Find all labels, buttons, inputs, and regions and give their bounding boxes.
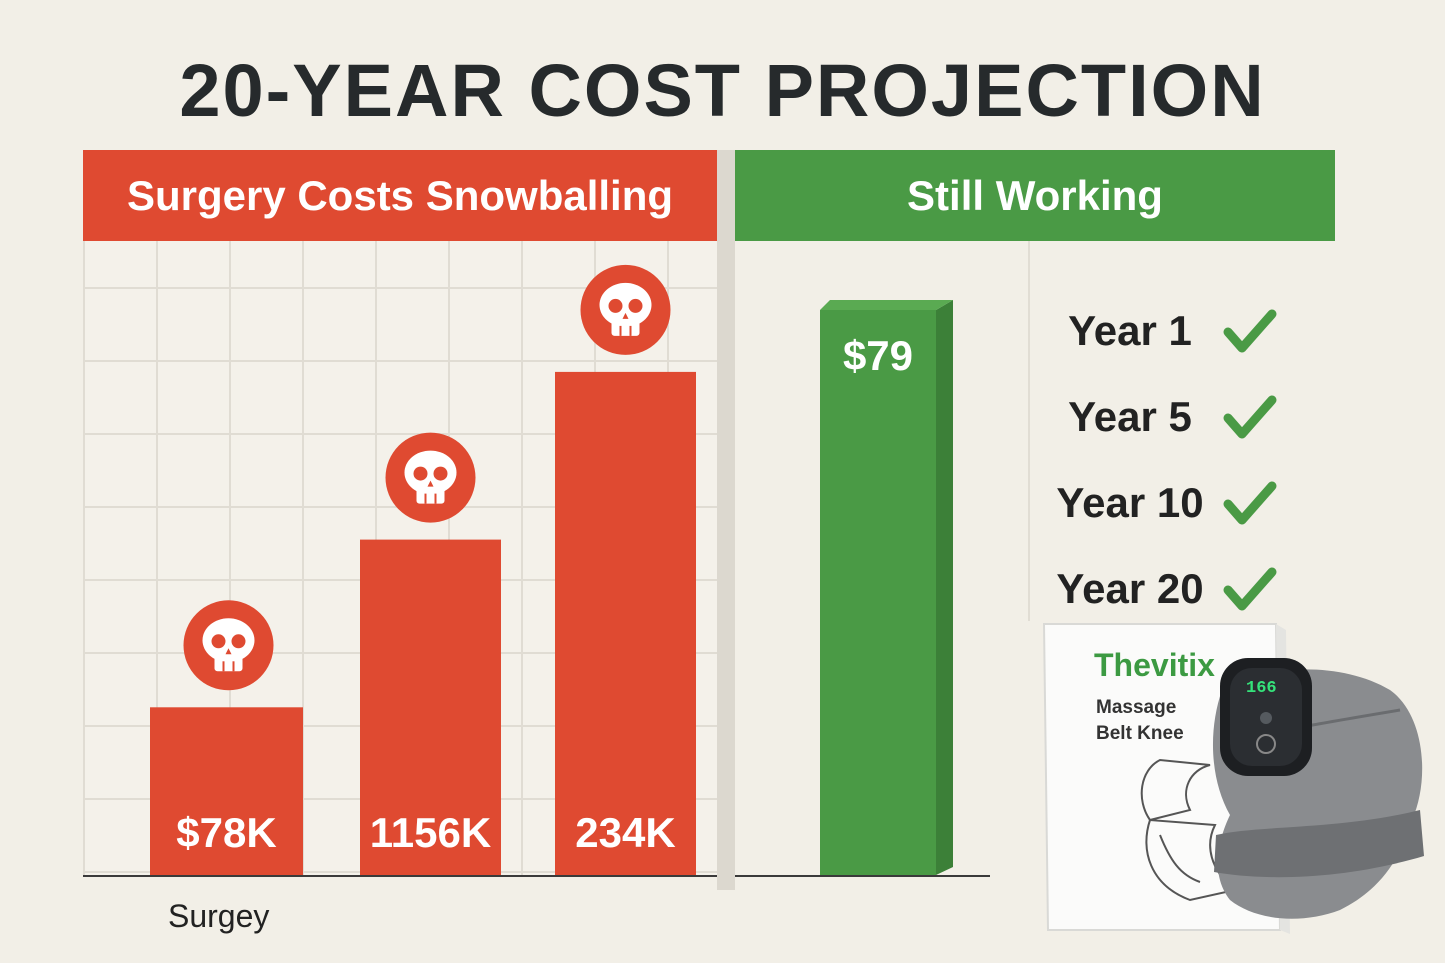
product-line1: Massage <box>1096 697 1176 718</box>
power-button-icon <box>1260 712 1272 724</box>
surgery-bar <box>555 371 696 875</box>
mode-button-icon <box>1256 734 1276 754</box>
skull-icon <box>385 432 476 523</box>
checklist-item: Year 20 <box>1040 546 1300 632</box>
checklist-year: Year 20 <box>1056 565 1204 612</box>
surgery-header: Surgery Costs Snowballing <box>83 150 717 241</box>
left-baseline <box>83 875 717 877</box>
brace-strap <box>1214 810 1424 878</box>
checklist-item: Year 1 <box>1040 288 1300 374</box>
checklist-year: Year 1 <box>1068 307 1192 354</box>
x-axis-label: Surgey <box>168 898 270 934</box>
brace-line-art <box>1140 758 1238 902</box>
product-brand: Thevitix <box>1094 647 1215 683</box>
product-image: Thevitix Massage Belt Knee 166 <box>1042 623 1424 934</box>
checklist-item: Year 5 <box>1040 374 1300 460</box>
surgery-bar <box>360 539 501 875</box>
right-panel-separator <box>1028 241 1030 621</box>
check-icon <box>1223 481 1277 525</box>
surgery-bar <box>150 707 303 875</box>
skull-icon <box>183 600 274 691</box>
bar-value-label: 234K <box>575 809 675 856</box>
right-baseline <box>735 875 990 877</box>
panel-divider <box>717 150 735 890</box>
year-checklist: Year 1 Year 5 Year 10 Year 20 <box>1040 288 1300 632</box>
bar-value-label: 1156K <box>370 809 491 856</box>
still-working-bar-side <box>936 300 953 875</box>
check-icon <box>1223 309 1277 353</box>
check-icon <box>1223 567 1277 611</box>
checklist-item: Year 10 <box>1040 460 1300 546</box>
still-working-bar <box>820 310 936 875</box>
product-line2: Belt Knee <box>1096 723 1184 744</box>
bar-value-label: $78K <box>176 809 276 856</box>
bar-value-label: $79 <box>843 332 913 379</box>
checklist-year: Year 5 <box>1068 393 1192 440</box>
check-icon <box>1223 395 1277 439</box>
skull-icon <box>580 264 671 355</box>
still-working-bar-top <box>820 300 953 310</box>
checklist-year: Year 10 <box>1056 479 1204 526</box>
brace-display: 166 <box>1246 679 1277 698</box>
page-title: 20-YEAR COST PROJECTION <box>179 49 1266 132</box>
still-working-header: Still Working <box>735 150 1335 241</box>
